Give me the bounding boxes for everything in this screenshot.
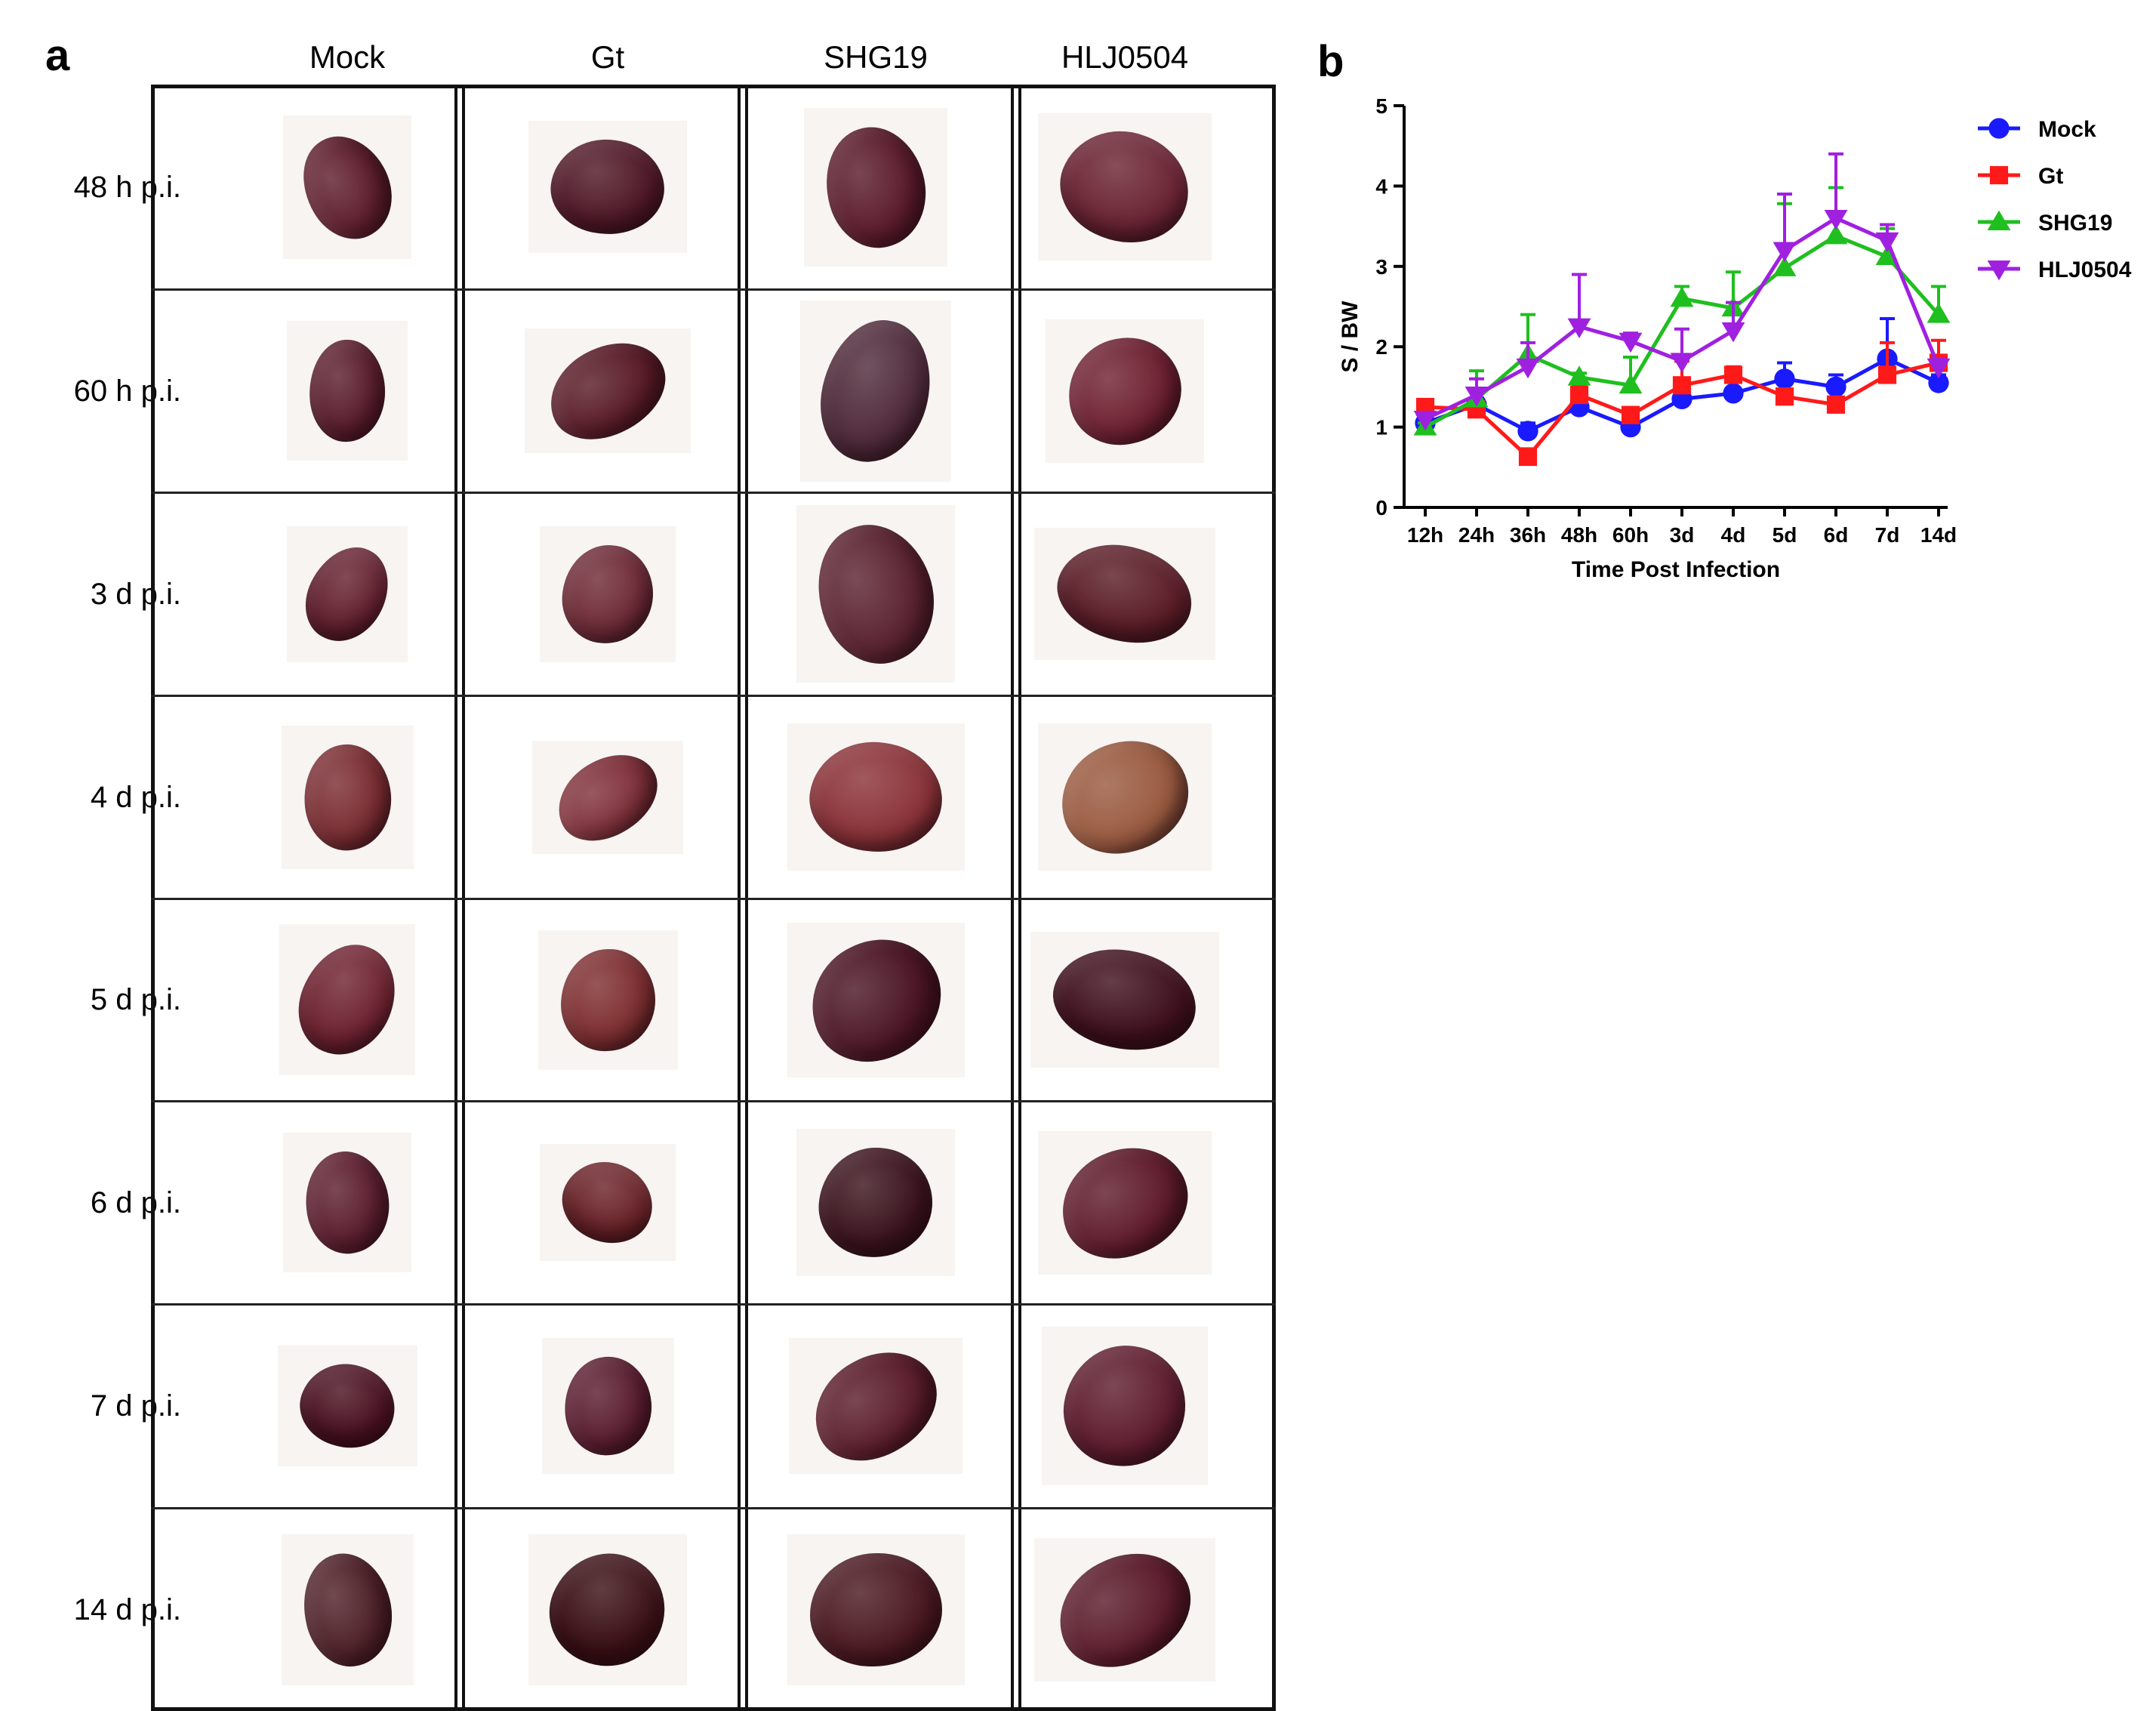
data-point xyxy=(1723,365,1743,384)
legend-label: SHG19 xyxy=(2038,211,2112,236)
column-header: HLJ0504 xyxy=(1061,39,1189,75)
legend-label: HLJ0504 xyxy=(2038,257,2132,282)
row-label: 48 h p.i. xyxy=(73,170,181,204)
data-point xyxy=(1567,365,1591,386)
y-tick-label: 0 xyxy=(1375,496,1388,519)
data-point xyxy=(1569,385,1589,405)
data-point xyxy=(1826,395,1846,414)
x-tick-label: 24h xyxy=(1458,523,1495,547)
x-axis-label: Time Post Infection xyxy=(1572,557,1780,582)
data-point xyxy=(1773,256,1797,276)
row-divider xyxy=(151,492,1276,494)
row-label: 6 d p.i. xyxy=(90,1185,181,1219)
data-point xyxy=(1721,322,1745,343)
x-tick-label: 14d xyxy=(1920,523,1957,547)
data-point xyxy=(1927,358,1951,379)
x-tick-label: 36h xyxy=(1510,523,1546,547)
row-divider xyxy=(151,898,1276,900)
panel-b-letter: b xyxy=(1317,37,1344,86)
data-point xyxy=(1670,286,1694,307)
row-divider xyxy=(151,1100,1276,1102)
row-label: 7 d p.i. xyxy=(90,1389,181,1423)
spleen-index-line-chart: 0 1 2 3 4 5 12h 24h 36h 48h 60h 3d 4d 5d 6d 7d 14d Time P… xyxy=(1338,94,2132,582)
row-label: 3 d p.i. xyxy=(90,577,181,611)
data-point xyxy=(1774,368,1795,390)
row-label: 60 h p.i. xyxy=(73,374,181,408)
x-tick-label: 3d xyxy=(1670,523,1695,547)
x-tick-label: 48h xyxy=(1561,523,1597,547)
legend-marker xyxy=(1987,261,2011,281)
data-point xyxy=(1927,303,1951,323)
column-header: SHG19 xyxy=(824,39,928,75)
data-point xyxy=(1465,387,1489,407)
data-point xyxy=(1877,365,1897,384)
y-tick-label: 1 xyxy=(1375,416,1388,439)
y-tick-label: 2 xyxy=(1375,335,1388,359)
legend-marker xyxy=(1987,210,2011,230)
y-tick-label: 5 xyxy=(1375,94,1388,118)
data-point xyxy=(1875,245,1899,266)
data-point xyxy=(1824,224,1848,245)
legend-label: Mock xyxy=(2038,117,2096,142)
x-tick-label: 12h xyxy=(1407,523,1443,547)
row-label: 14 d p.i. xyxy=(73,1592,181,1626)
data-point xyxy=(1825,376,1846,398)
x-tick-label: 6d xyxy=(1824,523,1849,547)
data-point xyxy=(1773,242,1797,262)
data-point xyxy=(1928,372,1949,393)
x-tick-label: 7d xyxy=(1875,523,1900,547)
legend-label: Gt xyxy=(2038,164,2063,189)
x-tick-label: 60h xyxy=(1612,523,1649,547)
data-point xyxy=(1775,387,1794,406)
legend-marker xyxy=(1989,165,2009,185)
data-point xyxy=(1875,232,1899,253)
x-tick-label: 4d xyxy=(1721,523,1746,547)
data-point xyxy=(1723,383,1744,404)
data-point xyxy=(1619,373,1643,394)
data-point xyxy=(1413,410,1437,431)
panel-a-letter: a xyxy=(45,31,70,80)
y-tick-label: 3 xyxy=(1375,255,1388,279)
legend-marker xyxy=(1988,118,2010,139)
column-header: Mock xyxy=(309,39,386,75)
x-tick-label: 5d xyxy=(1773,523,1797,547)
row-divider xyxy=(151,1303,1276,1306)
y-axis-label: S / BW xyxy=(1338,301,1363,373)
data-point xyxy=(1824,209,1848,230)
row-divider xyxy=(151,1507,1276,1509)
data-point xyxy=(1670,353,1694,373)
y-tick-label: 4 xyxy=(1375,174,1388,198)
row-label: 5 d p.i. xyxy=(90,983,181,1016)
data-point xyxy=(1567,318,1591,338)
data-point xyxy=(1516,358,1540,379)
data-point xyxy=(1621,405,1640,424)
row-divider xyxy=(151,288,1276,291)
data-point xyxy=(1672,376,1692,395)
data-point xyxy=(1518,447,1538,467)
data-point xyxy=(1517,421,1538,442)
data-point xyxy=(1619,332,1643,353)
row-divider xyxy=(151,695,1276,697)
row-label: 4 d p.i. xyxy=(90,780,181,814)
spleen-photo xyxy=(809,1552,942,1666)
column-header: Gt xyxy=(590,39,625,75)
